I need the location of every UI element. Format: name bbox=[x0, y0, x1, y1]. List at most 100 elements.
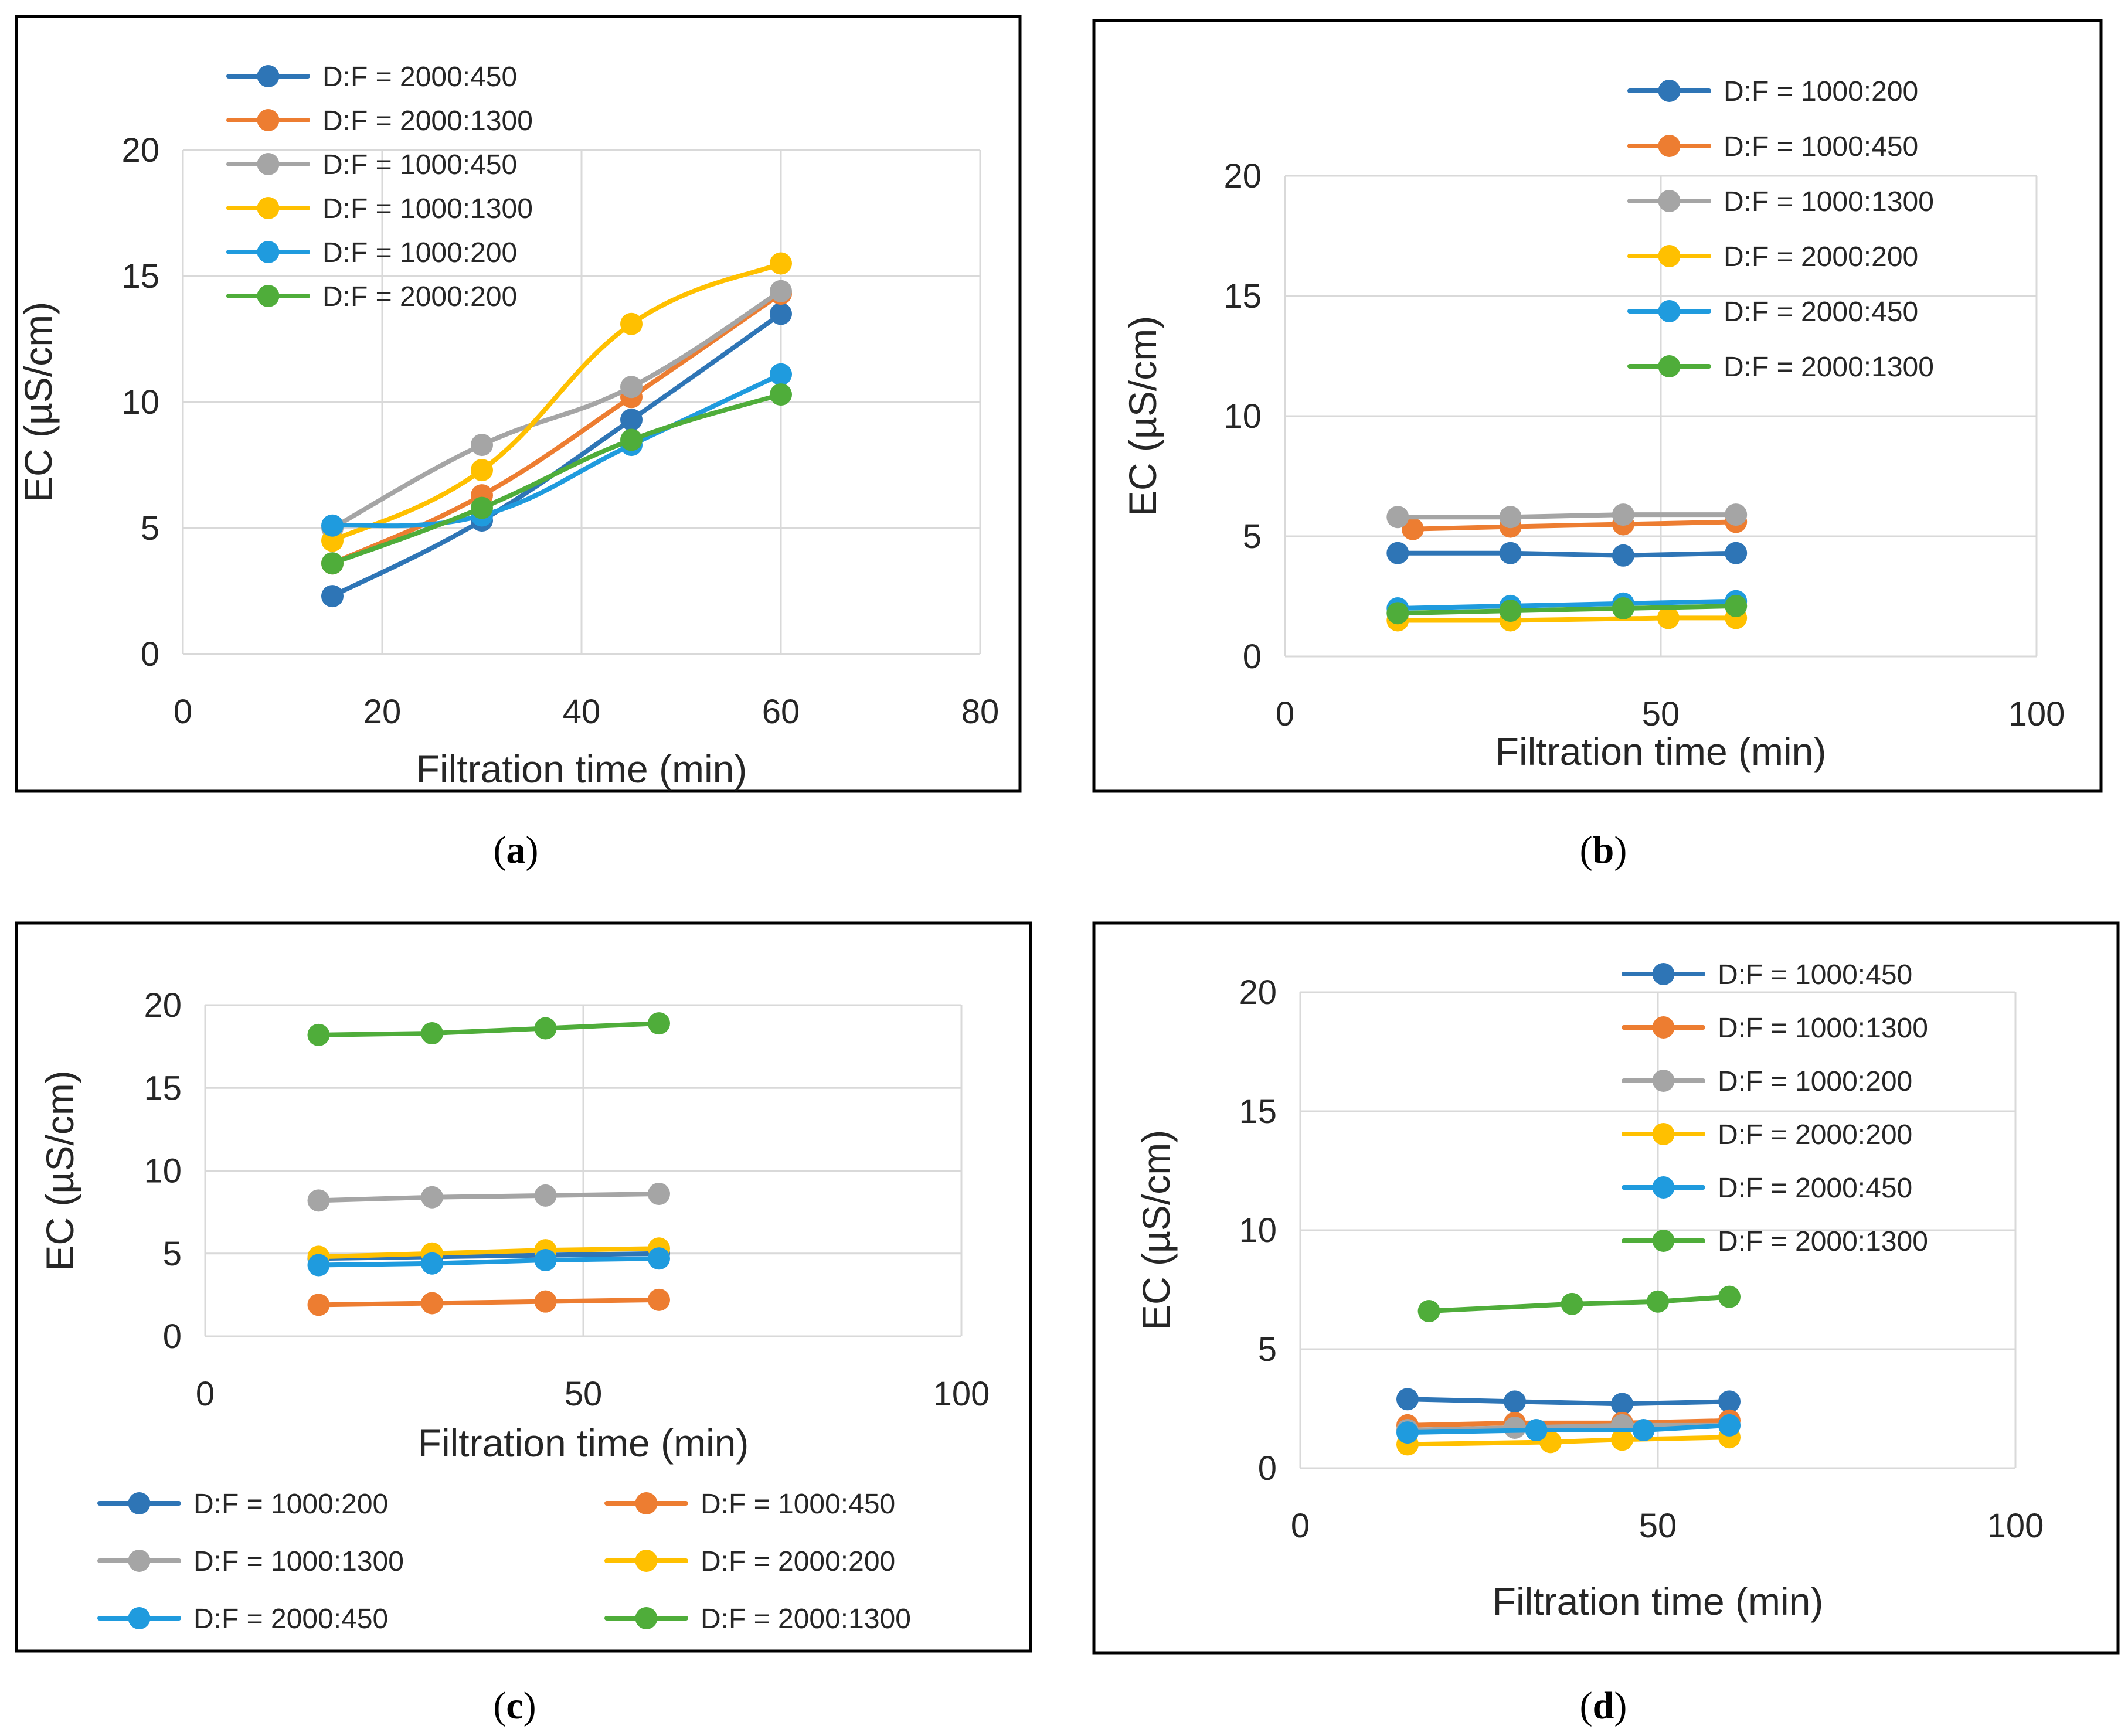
y-tick-label: 20 bbox=[1239, 973, 1277, 1012]
data-point bbox=[321, 514, 344, 537]
data-point bbox=[648, 1247, 670, 1270]
series-line bbox=[1410, 519, 1739, 532]
data-point bbox=[620, 376, 643, 399]
caption-letter: a bbox=[506, 829, 526, 872]
y-tick-label: 15 bbox=[1223, 277, 1262, 315]
legend-entry: D:F = 1000:450 bbox=[1622, 959, 1912, 990]
legend-swatch-marker bbox=[1652, 1016, 1675, 1039]
data-point bbox=[1504, 1390, 1526, 1413]
data-point bbox=[648, 1012, 670, 1035]
legend-entry: D:F = 1000:200 bbox=[1622, 1066, 1912, 1097]
data-point bbox=[620, 312, 643, 335]
data-point bbox=[1657, 607, 1680, 629]
data-point bbox=[1612, 597, 1634, 619]
legend-entry: D:F = 1000:1300 bbox=[1622, 1013, 1928, 1044]
panel-a: 0 5 10 15 20 0 20 40 60 80 EC (µS/cm) Filtration ti… bbox=[15, 15, 1022, 872]
legend-entry: D:F = 1000:450 bbox=[226, 149, 517, 181]
series-4 bbox=[321, 252, 792, 552]
y-axis-label: EC (µS/cm) bbox=[1121, 316, 1164, 516]
y-tick-label: 15 bbox=[1239, 1092, 1277, 1131]
legend-label: D:F = 2000:200 bbox=[322, 281, 517, 312]
series-3 bbox=[307, 1183, 670, 1212]
x-tick-label: 0 bbox=[1276, 695, 1294, 733]
legend-swatch-marker bbox=[1658, 190, 1681, 212]
caption-paren-open: ( bbox=[493, 1684, 506, 1727]
legend-swatch-marker bbox=[1652, 1230, 1675, 1252]
series-line bbox=[1405, 1397, 1732, 1407]
y-axis-label: EC (µS/cm) bbox=[16, 302, 60, 502]
series-6 bbox=[307, 1012, 670, 1046]
series-line bbox=[1395, 615, 1739, 623]
y-tick-label: 5 bbox=[1258, 1330, 1277, 1369]
caption-paren-close: ) bbox=[1614, 829, 1627, 872]
legend-entry: D:F = 2000:450 bbox=[1627, 297, 1918, 328]
data-point bbox=[1725, 594, 1748, 617]
series-line bbox=[330, 372, 783, 529]
legend-label: D:F = 1000:450 bbox=[1724, 131, 1918, 162]
x-tick-label: 100 bbox=[933, 1375, 990, 1413]
data-point bbox=[1417, 1300, 1440, 1323]
data-point bbox=[321, 585, 344, 608]
caption-letter: c bbox=[506, 1684, 523, 1727]
data-point bbox=[471, 496, 493, 519]
data-point bbox=[1401, 518, 1424, 540]
legend-swatch-marker bbox=[257, 65, 280, 87]
legend-label: D:F = 2000:1300 bbox=[1724, 352, 1934, 383]
data-point bbox=[1561, 1292, 1583, 1315]
x-tick-label: 50 bbox=[1642, 695, 1680, 733]
legend-label: D:F = 2000:200 bbox=[1724, 241, 1918, 273]
x-tick-label: 0 bbox=[174, 693, 192, 731]
x-tick-label: 50 bbox=[1639, 1507, 1677, 1545]
y-tick-label: 20 bbox=[1223, 157, 1262, 195]
series-2 bbox=[307, 1288, 670, 1316]
caption-paren-open: ( bbox=[494, 829, 506, 872]
legend-entry: D:F = 2000:1300 bbox=[1627, 352, 1934, 383]
series-line bbox=[1395, 598, 1739, 611]
legend-entry: D:F = 2000:450 bbox=[226, 62, 517, 93]
legend-entry: D:F = 1000:1300 bbox=[1627, 186, 1934, 217]
series-3 bbox=[1386, 503, 1748, 529]
legend-entry: D:F = 1000:450 bbox=[1627, 131, 1918, 162]
series-6 bbox=[1417, 1285, 1741, 1323]
panel-b: 0 5 10 15 20 0 50 100 EC (µS/cm) Filtration time … bbox=[1092, 19, 2103, 872]
data-point bbox=[770, 252, 792, 275]
legend-label: D:F = 2000:200 bbox=[701, 1546, 895, 1577]
legend-label: D:F = 2000:1300 bbox=[1718, 1226, 1928, 1257]
x-tick-label: 0 bbox=[196, 1375, 215, 1413]
caption-paren-close: ) bbox=[1614, 1684, 1627, 1727]
series-line bbox=[1395, 512, 1739, 520]
series-line bbox=[330, 261, 783, 543]
data-point bbox=[421, 1186, 443, 1209]
data-point bbox=[1611, 1428, 1633, 1451]
x-axis-label: Filtration time (min) bbox=[1495, 730, 1827, 773]
data-point bbox=[1386, 602, 1409, 625]
data-point bbox=[1611, 1393, 1633, 1415]
legend-swatch-marker bbox=[257, 285, 280, 307]
data-point bbox=[1504, 1416, 1526, 1439]
data-point bbox=[534, 1017, 557, 1040]
series-1 bbox=[1396, 1388, 1741, 1415]
legend-label: D:F = 1000:1300 bbox=[1724, 186, 1934, 217]
series-line bbox=[316, 1297, 661, 1308]
y-tick-label: 0 bbox=[141, 635, 159, 673]
data-point bbox=[1396, 1421, 1419, 1444]
legend-label: D:F = 2000:450 bbox=[1724, 297, 1918, 328]
data-point bbox=[620, 409, 643, 431]
legend-entry: D:F = 2000:450 bbox=[1622, 1173, 1912, 1204]
panel-caption: (c) bbox=[493, 1684, 536, 1727]
legend-entry: D:F = 2000:1300 bbox=[226, 105, 533, 137]
y-tick-label: 5 bbox=[141, 509, 159, 547]
legend-label: D:F = 2000:450 bbox=[1718, 1173, 1912, 1204]
series-line bbox=[330, 288, 783, 530]
data-point bbox=[1499, 506, 1522, 529]
data-point bbox=[307, 1294, 330, 1316]
data-point bbox=[421, 1022, 443, 1045]
series-5 bbox=[1396, 1414, 1741, 1444]
legend-swatch-marker bbox=[1658, 355, 1681, 377]
legend-swatch-marker bbox=[1652, 1070, 1675, 1092]
data-point bbox=[1647, 1290, 1669, 1313]
data-point bbox=[1632, 1419, 1655, 1442]
series-line bbox=[316, 1251, 661, 1261]
legend-entry: D:F = 2000:200 bbox=[1622, 1119, 1912, 1150]
